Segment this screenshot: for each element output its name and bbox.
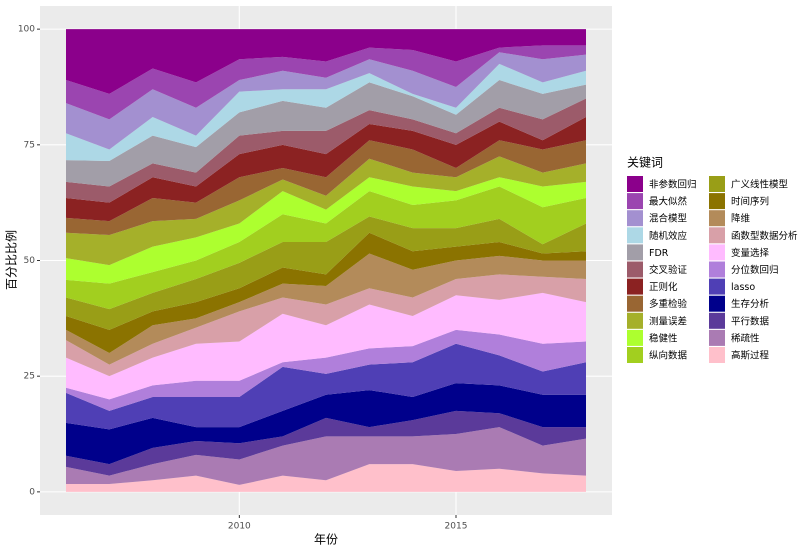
legend-label: 随机效应 [649, 230, 688, 242]
legend-key [709, 278, 725, 295]
legend-label: 多重检验 [649, 298, 688, 310]
area [66, 410, 586, 476]
legend-label: 纵向数据 [649, 350, 688, 362]
legend-key [709, 295, 725, 312]
area [66, 177, 586, 284]
legend-title: 关键词 [627, 156, 663, 170]
legend-label: FDR [649, 248, 669, 259]
legend-label: 平行数据 [731, 315, 770, 327]
legend-key [627, 295, 643, 312]
legend-label: 测量误差 [649, 315, 687, 327]
area [66, 383, 586, 465]
legend-key [627, 312, 643, 329]
area [66, 232, 586, 354]
y-tick-label: 75 [24, 140, 35, 150]
area [66, 63, 586, 162]
area [66, 156, 586, 266]
x-tick-label: 2015 [445, 522, 468, 532]
area [66, 253, 586, 365]
legend-label: 函数型数据分析 [731, 230, 798, 242]
legend-label: 稳健性 [649, 332, 678, 344]
legend-key [627, 244, 643, 261]
legend-label: lasso [731, 282, 755, 293]
area [66, 216, 586, 330]
legend-key [709, 210, 725, 227]
legend-label: 非参数回归 [649, 179, 697, 191]
legend-label: 最大似然 [649, 196, 688, 208]
area [66, 45, 586, 120]
legend-label: 交叉验证 [649, 264, 688, 276]
y-tick-label: 100 [18, 25, 35, 35]
y-tick-label: 25 [24, 372, 35, 382]
area [66, 80, 586, 187]
area [66, 427, 586, 485]
area [66, 329, 586, 411]
legend-label: 高斯过程 [731, 350, 770, 362]
area [66, 98, 586, 203]
legend-key [709, 329, 725, 346]
legend-label: 时间序列 [731, 196, 769, 208]
legend-key [709, 312, 725, 329]
x-axis-label: 年份 [314, 533, 338, 547]
legend-key [709, 347, 725, 363]
legend-key [627, 261, 643, 278]
legend-key [627, 210, 643, 227]
legend-label: 生存分析 [731, 298, 770, 310]
legend-key [627, 347, 643, 363]
legend-label: 混合模型 [649, 213, 688, 225]
area [66, 29, 586, 94]
area [66, 52, 586, 150]
area [66, 343, 586, 430]
y-tick-label: 0 [29, 487, 35, 497]
y-axis-label: 百分比比例 [5, 230, 19, 290]
y-tick-label: 50 [24, 256, 36, 266]
legend-label: 正则化 [649, 281, 678, 293]
legend-label: 分位数回归 [731, 264, 779, 276]
x-tick-label: 2010 [228, 522, 251, 532]
legend-label: 稀疏性 [731, 332, 760, 344]
area [66, 117, 586, 222]
legend-label: 广义线性模型 [731, 179, 789, 191]
legend-key [709, 193, 725, 210]
legend-key [627, 227, 643, 244]
area [66, 292, 586, 400]
legend-key [627, 176, 643, 192]
legend-label: 降维 [731, 213, 751, 225]
area [66, 186, 586, 310]
legend-label: 变量选择 [731, 247, 770, 259]
area [66, 274, 586, 377]
legend-key [709, 227, 725, 244]
legend-key [709, 176, 725, 192]
legend-key [709, 244, 725, 261]
legend-key [627, 329, 643, 346]
legend-key [627, 278, 643, 295]
area [66, 140, 586, 236]
legend-key [709, 261, 725, 278]
legend-key [627, 193, 643, 210]
